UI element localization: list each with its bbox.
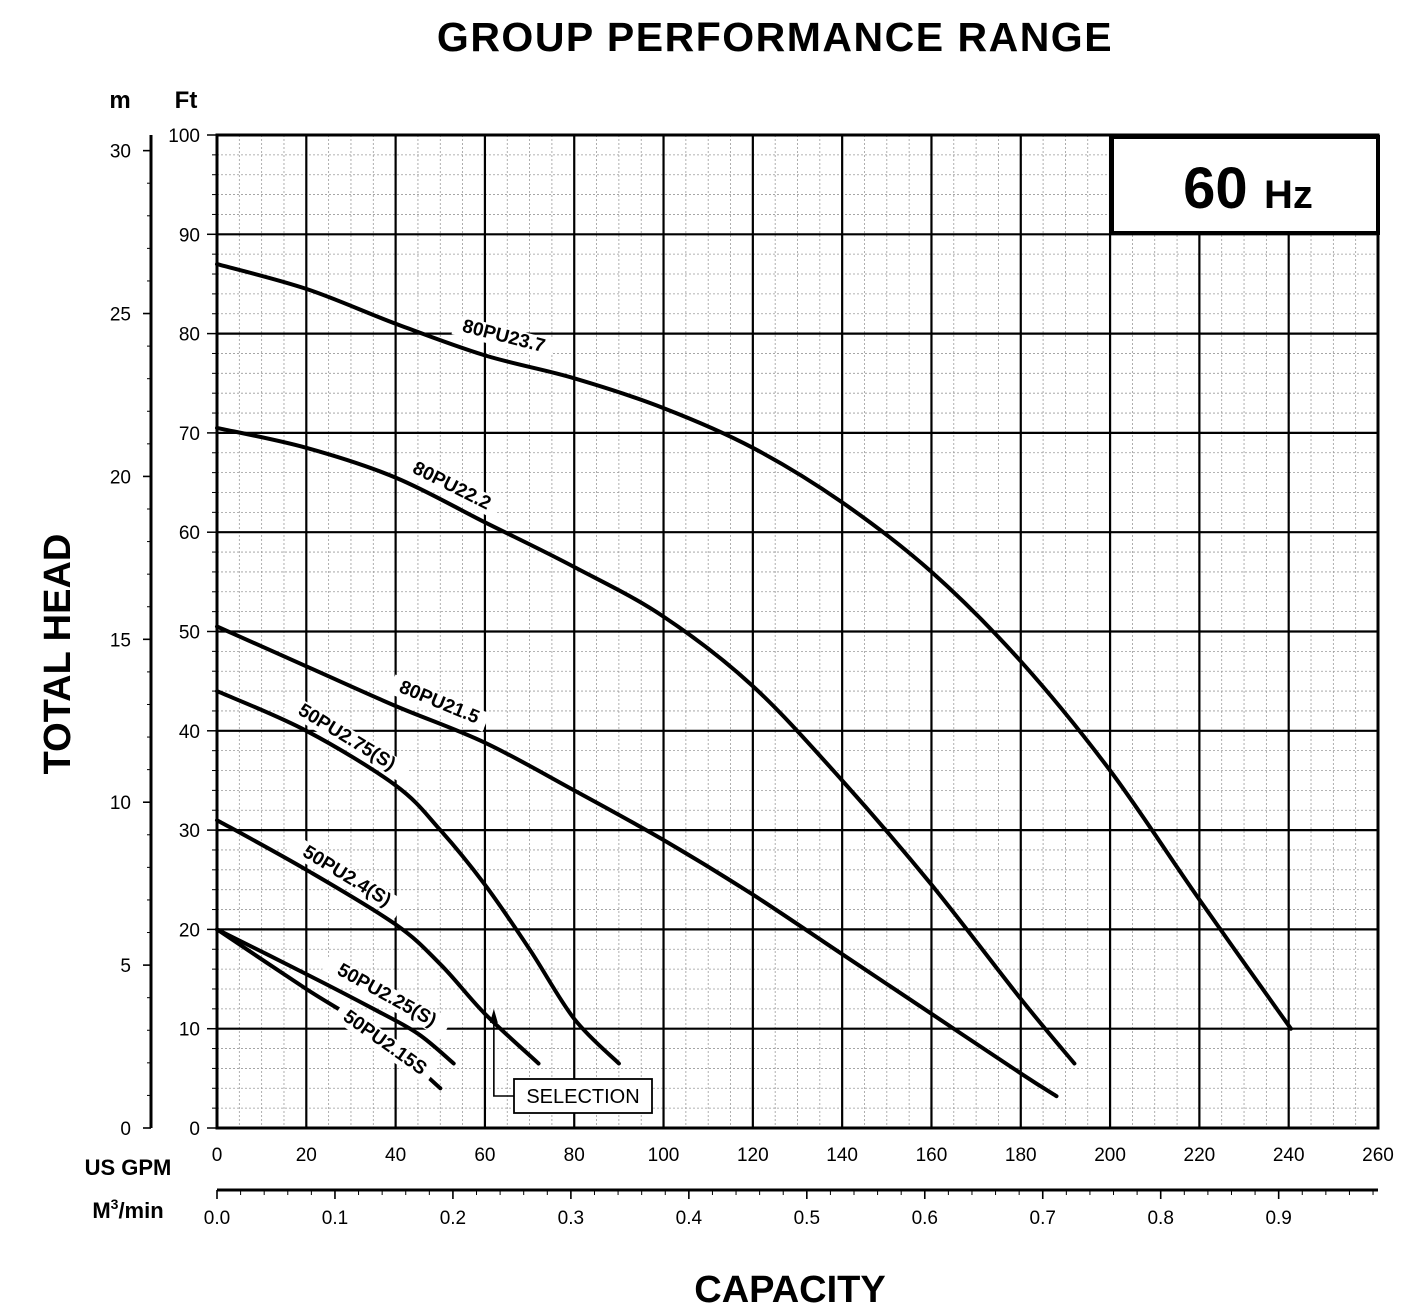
y-tick-label-m: 0 (120, 1119, 131, 1140)
x-tick-label-gpm: 120 (737, 1145, 769, 1166)
y-tick-label-ft: 60 (179, 523, 200, 544)
curve-label-bg (282, 693, 411, 783)
x-tick-label-m3: 0.4 (676, 1208, 703, 1229)
x-tick-label-gpm: 60 (474, 1145, 495, 1166)
x-tick-label-m3: 0.0 (204, 1208, 230, 1229)
curve-label-group: 80PU23.7 (451, 314, 556, 360)
x-tick-label-m3: 0.2 (440, 1208, 466, 1229)
x-tick-label-m3: 0.5 (794, 1208, 820, 1229)
curve-80pu23-7 (215, 262, 1293, 1031)
x-tick-label-gpm: 240 (1273, 1145, 1305, 1166)
selection-label: SELECTION (526, 1086, 639, 1108)
x-unit-m3-tail: /min (118, 1198, 163, 1223)
frequency-unit: Hz (1264, 173, 1313, 217)
curve-label-bg (321, 953, 452, 1039)
x-unit-m3-sup: 3 (111, 1196, 119, 1212)
y-tick-label-m: 30 (110, 142, 131, 163)
curve-label-bg (401, 454, 502, 519)
curve-label-bg (287, 835, 406, 919)
y-tick-label-m: 20 (110, 467, 131, 488)
curve-label-bg (451, 314, 556, 360)
x-tick-label-m3: 0.9 (1265, 1208, 1291, 1229)
frequency-label: 60 Hz (1183, 156, 1313, 221)
y-tick-label-ft: 40 (179, 722, 200, 743)
y-tick-label-m: 25 (110, 305, 131, 326)
x-tick-label-m3: 0.6 (912, 1208, 938, 1229)
x-tick-label-m3: 0.8 (1147, 1208, 1173, 1229)
chart-title: GROUP PERFORMANCE RANGE (437, 14, 1113, 60)
x-unit-m3: M3/min (92, 1196, 163, 1223)
axes: 0 10 20 30 40 50 60 70 80 90 100 0 5 10 15 20 25 30 0 20 40 6… (110, 126, 1394, 1229)
y-tick-label-ft: 50 (179, 623, 200, 644)
y-tick-label-ft: 20 (179, 920, 200, 941)
frequency-box (1110, 135, 1380, 235)
selection-arrowhead (489, 1008, 498, 1023)
curve-50pu2-25-s- (215, 927, 456, 1066)
x-axis-title: CAPACITY (694, 1269, 885, 1311)
y-tick-label-m: 10 (110, 793, 131, 814)
x-tick-label-gpm: 200 (1094, 1145, 1126, 1166)
y-tick-label-ft: 0 (189, 1119, 200, 1140)
curve-80pu22-2 (215, 425, 1077, 1066)
x-tick-label-gpm: 260 (1362, 1145, 1394, 1166)
x-tick-label-gpm: 180 (1005, 1145, 1037, 1166)
x-tick-label-m3: 0.3 (558, 1208, 584, 1229)
y-unit-m: m (109, 87, 130, 114)
curve-label-bg (332, 1002, 437, 1085)
selection-leader-line (493, 1022, 514, 1097)
x-tick-label-m3: 0.1 (322, 1208, 348, 1229)
y-tick-label-ft: 30 (179, 821, 200, 842)
y-tick-label-ft: 70 (179, 424, 200, 445)
curve-label: 50PU2.4(S) (299, 842, 395, 912)
x-tick-label-gpm: 100 (648, 1145, 680, 1166)
y-tick-label-ft: 10 (179, 1020, 200, 1041)
y-tick-label-ft: 80 (179, 325, 200, 346)
x-unit-gpm: US GPM (85, 1155, 172, 1180)
x-unit-m3-base: M (92, 1198, 110, 1223)
y-axis-title: TOTAL HEAD (37, 534, 79, 775)
curve-50pu2-75-s- (215, 689, 621, 1066)
x-tick-label-gpm: 40 (385, 1145, 406, 1166)
curve-80pu21-5 (215, 624, 1059, 1099)
x-tick-label-gpm: 80 (564, 1145, 585, 1166)
frequency-value: 60 (1183, 156, 1248, 221)
y-tick-label-ft: 100 (168, 126, 200, 147)
curve-50pu2-4-s- (215, 818, 541, 1066)
x-tick-label-gpm: 20 (296, 1145, 317, 1166)
y-tick-label-ft: 90 (179, 225, 200, 246)
x-tick-label-gpm: 0 (212, 1145, 223, 1166)
curve-label-group: 50PU2.25(S) (321, 953, 452, 1039)
y-tick-label-m: 15 (110, 630, 131, 651)
x-tick-label-gpm: 220 (1184, 1145, 1216, 1166)
y-unit-ft: Ft (175, 87, 198, 114)
x-tick-label-m3: 0.7 (1030, 1208, 1056, 1229)
y-tick-label-m: 5 (120, 956, 131, 977)
curves (215, 262, 1293, 1099)
x-tick-label-gpm: 160 (916, 1145, 948, 1166)
x-tick-label-gpm: 140 (826, 1145, 858, 1166)
selection-box (513, 1078, 653, 1114)
grid (215, 133, 1380, 1130)
curve-label: 80PU21.5 (396, 677, 483, 729)
curve-label-bg (387, 674, 491, 732)
